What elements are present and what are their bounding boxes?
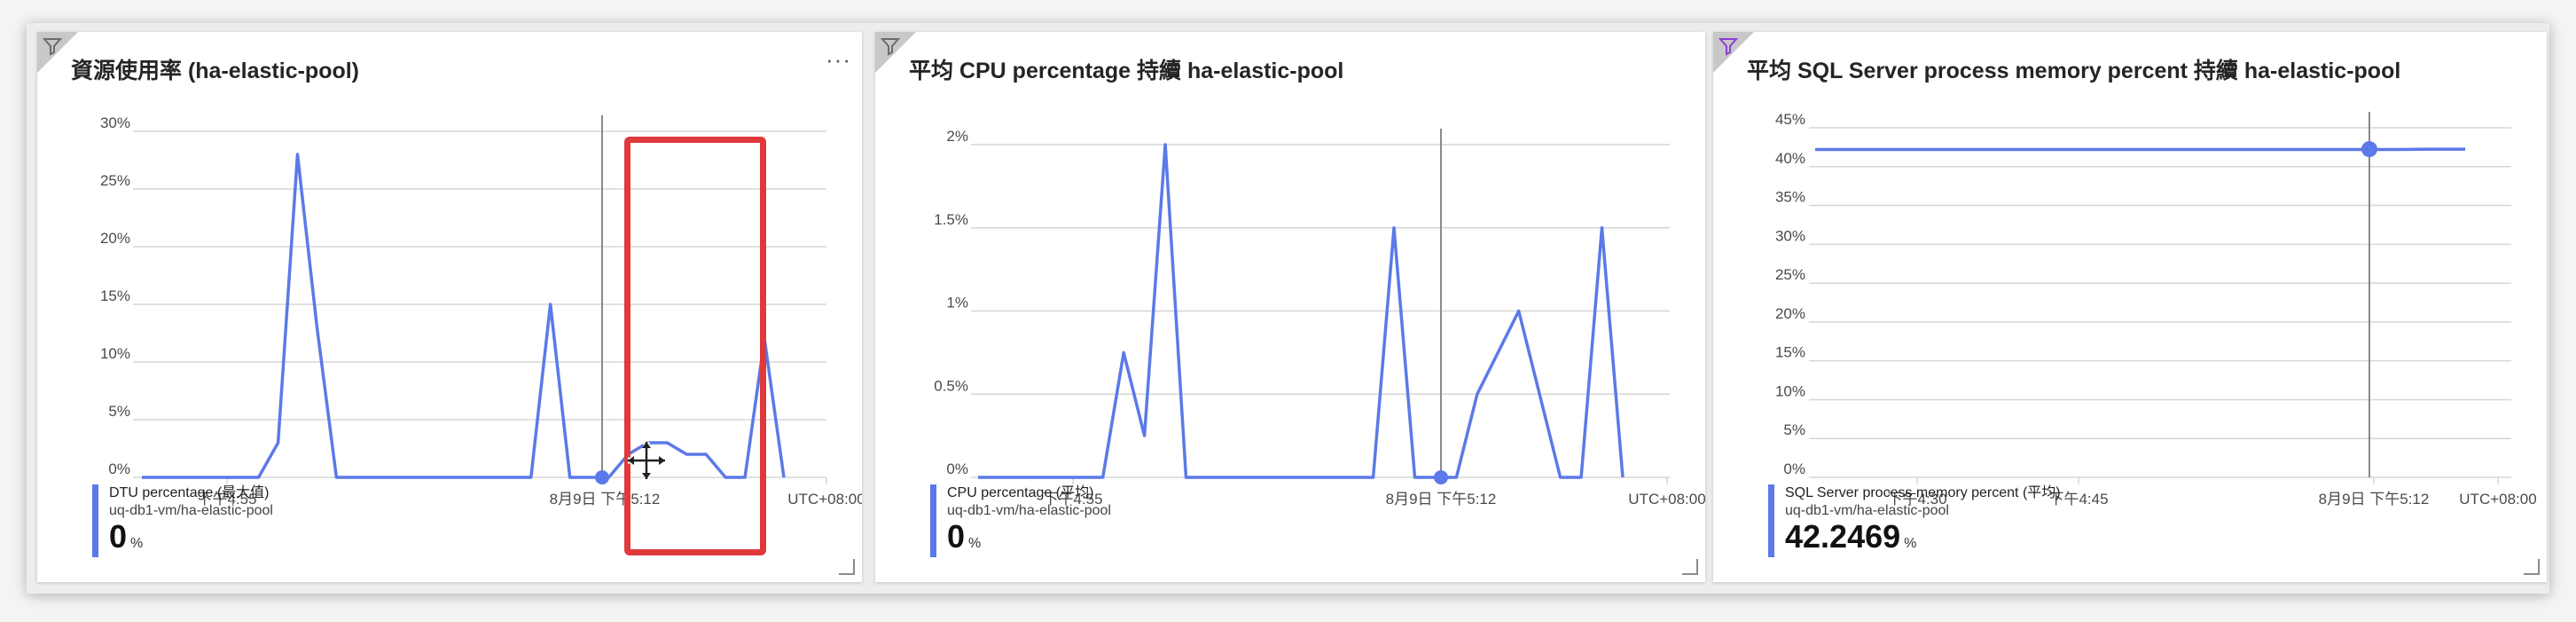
y-tick-label: 10% (100, 345, 130, 362)
x-tick-label: 下午4:45 (2048, 491, 2108, 508)
resize-handle[interactable] (839, 559, 855, 575)
resize-handle[interactable] (2524, 559, 2540, 575)
filter-icon[interactable] (1719, 36, 1738, 56)
tile-memory-percent[interactable]: 平均 SQL Server process memory percent 持續 … (1713, 32, 2547, 582)
x-tick-label: 8月9日 下午5:12 (2319, 491, 2430, 508)
legend-series-name: DTU percentage (最大值) (109, 485, 270, 500)
filter-icon[interactable] (881, 36, 900, 56)
y-tick-label: 10% (1775, 382, 1805, 399)
x-tick-label: 8月9日 下午5:12 (1386, 491, 1497, 508)
series-point (595, 470, 609, 484)
y-tick-label: 25% (100, 172, 130, 189)
y-tick-label: 40% (1775, 150, 1805, 167)
x-tick-label: 8月9日 下午5:12 (550, 491, 661, 508)
y-tick-label: 25% (1775, 266, 1805, 283)
tile-title: 資源使用率 (ha-elastic-pool) (71, 59, 360, 83)
tile-cpu-percentage[interactable]: 平均 CPU percentage 持續 ha-elastic-pool 2% 1… (875, 32, 1705, 582)
x-tick-label: UTC+08:00 (1628, 491, 1705, 508)
filter-icon[interactable] (43, 36, 62, 56)
legend-value-number: 0 (109, 518, 128, 555)
resize-handle[interactable] (1682, 559, 1698, 575)
y-tick-label: 0% (108, 461, 130, 477)
y-tick-label: 1% (946, 295, 968, 311)
y-tick-label: 35% (1775, 189, 1805, 206)
y-tick-label: 30% (100, 114, 130, 131)
x-tick-label: 下午4:55 (1043, 491, 1102, 508)
y-tick-label: 15% (1775, 344, 1805, 361)
chart-grid (971, 144, 1670, 478)
dtu-series-line (142, 153, 786, 479)
y-tick-label: 2% (946, 128, 968, 145)
legend-series-name: CPU percentage (平均) (947, 485, 1094, 500)
legend-value-number: 0 (947, 518, 966, 555)
legend-value: 0% (109, 520, 273, 561)
legend-resource: uq-db1-vm/ha-elastic-pool (947, 503, 1111, 518)
y-tick-label: 15% (100, 287, 130, 304)
dtu-chart[interactable]: 30% 25% 20% 15% 10% 5% 0% 下午4:55 8月9日 下午5:12 UTC… (37, 32, 862, 582)
cpu-series-line (978, 143, 1625, 479)
series-point (1434, 470, 1448, 484)
cpu-chart[interactable]: 2% 1.5% 1% 0.5% 0% 下午4:55 8月9日 下午5:12 UTC+08:0… (875, 32, 1705, 582)
legend-resource: uq-db1-vm/ha-elastic-pool (109, 503, 273, 518)
y-tick-label: 20% (1775, 305, 1805, 322)
y-tick-label: 5% (1783, 421, 1805, 438)
y-tick-label: 0% (946, 461, 968, 477)
tile-title: 平均 CPU percentage 持續 ha-elastic-pool (909, 59, 1344, 83)
y-tick-label: 20% (100, 230, 130, 247)
legend-unit: % (968, 536, 982, 551)
legend-value: 42.2469% (1785, 520, 2061, 561)
x-tick-label: 下午4:55 (197, 491, 256, 508)
x-axis-ticks: 下午4:55 8月9日 下午5:12 UTC+08:00 (197, 477, 862, 508)
more-options-button[interactable]: ··· (826, 46, 851, 73)
move-cursor-icon (628, 442, 665, 479)
legend-value-number: 42.2469 (1785, 518, 1901, 555)
legend-series-name: SQL Server process memory percent (平均) (1785, 485, 2061, 500)
series-point (2361, 141, 2377, 158)
x-tick-label: 下午4:30 (1887, 491, 1946, 508)
y-tick-label: 30% (1775, 227, 1805, 244)
y-axis-ticks: 45% 40% 35% 30% 25% 20% 15% 10% 5% 0% (1775, 111, 1805, 477)
red-highlight-box (624, 137, 766, 555)
x-tick-label: UTC+08:00 (787, 491, 862, 508)
x-tick-label: UTC+08:00 (2459, 491, 2536, 508)
tile-title: 平均 SQL Server process memory percent 持續 … (1747, 59, 2401, 83)
memory-chart[interactable]: 45% 40% 35% 30% 25% 20% 15% 10% 5% 0% 下午4:30 下午4:4… (1713, 32, 2547, 582)
y-axis-ticks: 2% 1.5% 1% 0.5% 0% (934, 128, 968, 477)
legend-unit: % (1904, 536, 1917, 551)
legend-unit: % (130, 536, 144, 551)
tile-resource-usage[interactable]: 資源使用率 (ha-elastic-pool) ··· 30% 25% 20% 15%… (37, 32, 862, 582)
y-axis-ticks: 30% 25% 20% 15% 10% 5% 0% (100, 114, 130, 477)
x-axis-ticks: 下午4:55 8月9日 下午5:12 UTC+08:00 (1043, 477, 1705, 508)
x-axis-ticks: 下午4:30 下午4:45 8月9日 下午5:12 UTC+08:00 (1887, 477, 2537, 508)
legend-resource: uq-db1-vm/ha-elastic-pool (1785, 503, 1949, 518)
legend[interactable]: SQL Server process memory percent (平均) u… (1768, 484, 2061, 557)
y-tick-label: 0% (1783, 461, 1805, 477)
y-tick-label: 5% (108, 403, 130, 420)
legend[interactable]: CPU percentage (平均) uq-db1-vm/ha-elastic… (930, 484, 1111, 557)
chart-grid (1809, 127, 2511, 478)
legend[interactable]: DTU percentage (最大值) uq-db1-vm/ha-elasti… (92, 484, 273, 557)
y-tick-label: 1.5% (934, 211, 968, 228)
y-tick-label: 0.5% (934, 377, 968, 394)
y-tick-label: 45% (1775, 111, 1805, 128)
legend-value: 0% (947, 520, 1111, 561)
